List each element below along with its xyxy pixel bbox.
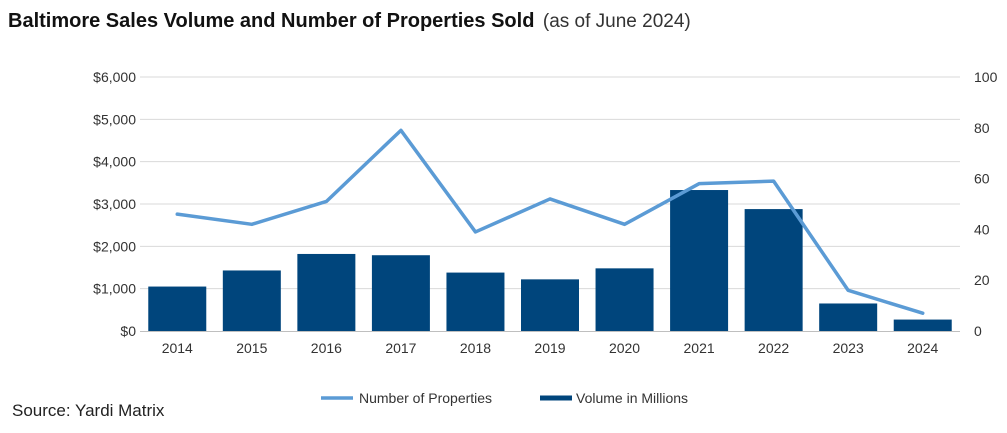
left-axis-tick-label: $6,000 [93,69,136,85]
volume-bar [819,303,878,331]
x-axis-tick-label: 2020 [609,340,640,356]
left-axis-tick-label: $3,000 [93,196,136,212]
volume-bar [521,279,579,331]
source-note: Source: Yardi Matrix [12,401,165,420]
chart-title-subtitle: (as of June 2024) [542,11,691,32]
x-axis-tick-label: 2019 [534,340,565,356]
left-axis-tick-label: $0 [120,323,136,339]
chart-title: Baltimore Sales Volume and Number of Pro… [8,10,691,33]
left-axis-tick-label: $1,000 [93,281,136,297]
x-axis-tick-label: 2015 [236,340,267,356]
volume-bar [446,272,505,331]
x-axis-tick-label: 2023 [833,340,864,356]
volume-bar [148,286,207,331]
left-axis-tick-label: $5,000 [93,111,136,127]
legend-label-properties: Number of Properties [359,390,492,406]
right-axis-tick-label: 80 [974,120,990,136]
x-axis-tick-label: 2021 [684,340,715,356]
right-axis-tick-label: 20 [974,272,990,288]
volume-bar [371,255,430,331]
left-axis-tick-label: $4,000 [93,154,136,170]
legend-label-volume: Volume in Millions [576,390,688,406]
volume-bar [297,253,356,331]
volume-bar [670,190,729,331]
chart-title-main: Baltimore Sales Volume and Number of Pro… [8,10,535,32]
x-axis-tick-label: 2018 [460,340,491,356]
x-axis-tick-label: 2017 [385,340,416,356]
x-axis-tick-label: 2022 [758,340,789,356]
x-axis-tick-label: 2014 [162,340,193,356]
right-axis-tick-label: 100 [974,69,998,85]
right-axis-tick-label: 0 [974,323,982,339]
right-axis-tick-label: 60 [974,171,990,187]
volume-bar [744,209,803,331]
volume-bar [595,268,654,331]
volume-bar [222,270,281,331]
x-axis-tick-label: 2024 [907,340,938,356]
left-axis-tick-label: $2,000 [93,238,136,254]
right-axis-tick-label: 40 [974,221,990,237]
volume-bar [893,319,952,331]
x-axis-tick-label: 2016 [311,340,342,356]
